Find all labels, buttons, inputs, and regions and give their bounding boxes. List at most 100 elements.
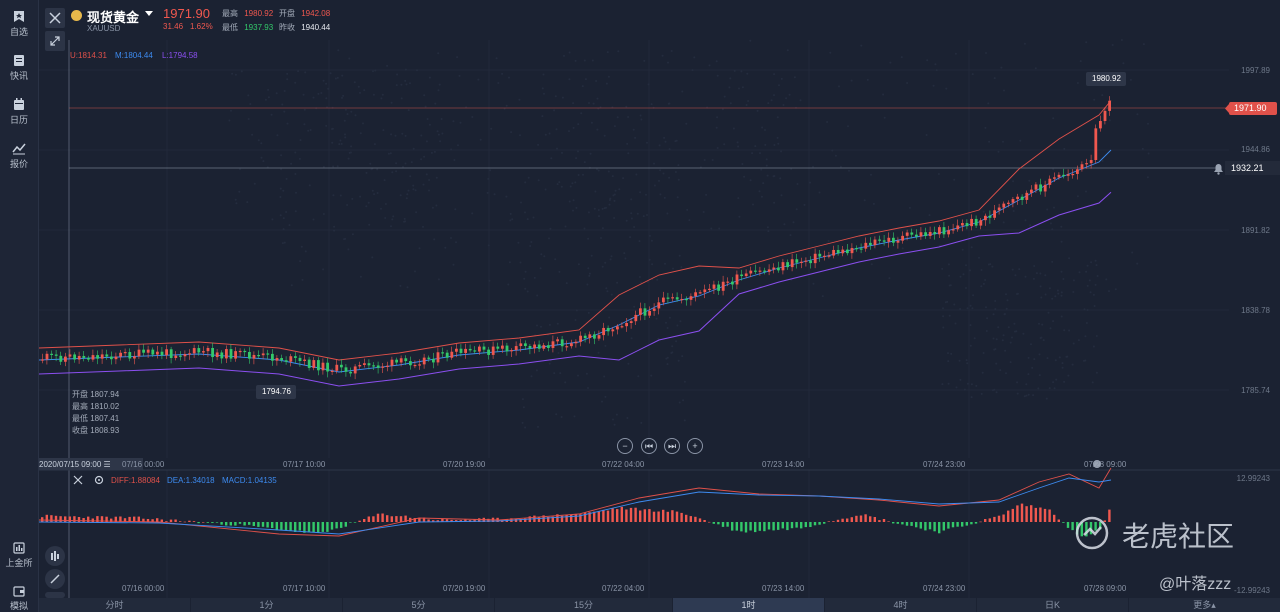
sidebar-item-calendar[interactable]: 日历 [0,98,38,126]
wallet-icon [13,586,25,597]
macd-diff-line [39,467,1112,537]
skip-back-icon: ⏮ [644,441,654,451]
time-axis-label: 07/17 10:00 [283,460,326,469]
pencil-icon [50,574,60,584]
sidebar-item-label: 模拟 [9,601,28,611]
price-axis-label: 1891.82 [1241,226,1270,235]
tab-1min[interactable]: 1分 [191,598,342,612]
tab-15min[interactable]: 15分 [495,598,672,612]
sidebar-item-simulate[interactable]: 模拟 [0,586,38,612]
tab-5min[interactable]: 5分 [343,598,494,612]
macd-diff-label: DIFF:1.88084 [111,476,160,485]
tab-more[interactable]: 更多▴ [1129,598,1280,612]
chart-area: 现货黄金 XAUUSD 1971.90 31.46 1.62% 最高 1980.… [39,0,1280,612]
settings-icon[interactable] [94,475,104,485]
close-indicator-icon[interactable] [73,475,83,485]
price-change: 31.46 [163,22,184,31]
low-stat: 最低 1937.93 [222,23,274,32]
price-axis-label: 1944.86 [1241,145,1270,154]
chevron-down-icon[interactable] [145,11,153,16]
world-map-background [228,39,1150,429]
price-axis-label: 1785.74 [1241,386,1270,395]
macd-axis-top: 12.99243 [1236,474,1270,483]
close-icon [49,12,61,24]
tab-timeshare[interactable]: 分时 [39,598,190,612]
time-axis-label: 07/28 09:00 [1084,460,1127,469]
time-axis-label: 07/16 00:00 [122,460,165,469]
ohlc-low: 最低 1807.41 [72,414,120,423]
exchange-icon [13,542,25,554]
tab-1hour[interactable]: 1时 [673,598,824,612]
star-bookmark-icon [14,11,24,22]
time-axis-label: 07/23 14:00 [762,460,805,469]
skip-forward-icon: ⏭ [667,441,677,451]
alert-price-tag [1225,161,1280,175]
boll-mid-label: M:1804.44 [115,51,153,60]
current-price-tag-text: 1971.90 [1234,103,1267,113]
ohlc-open: 开盘 1807.94 [72,390,120,399]
instrument-symbol: XAUUSD [87,24,121,33]
time-axis-label: 07/22 04:00 [602,584,645,593]
time-axis-label: 07/24 23:00 [923,460,966,469]
zoom-out-button[interactable]: − [617,438,633,454]
watermark-brand: 老虎社区 [1122,521,1235,552]
time-axis-bar [39,458,1280,470]
time-axis-label: 07/17 10:00 [283,584,326,593]
sidebar-item-exchange[interactable]: 上金所 [0,542,38,569]
ohlc-high: 最高 1810.02 [72,402,120,411]
price-axis-label: 1997.89 [1241,66,1270,75]
watermark-user: @叶落zzz [1159,576,1232,593]
menu-icon[interactable]: ☰ [103,460,111,469]
instrument-title[interactable]: 现货黄金 [87,10,140,25]
high-marker-text: 1980.92 [1092,74,1121,83]
high-stat: 最高 1980.92 [222,9,274,18]
calendar-icon [14,98,24,110]
sidebar-item-label: 上金所 [5,558,33,568]
sidebar-item-label: 日历 [9,115,28,125]
macd-value-label: MACD:1.04135 [222,476,277,485]
minus-icon: − [622,441,628,451]
time-axis-label: 07/22 04:00 [602,460,645,469]
tab-4hour[interactable]: 4时 [825,598,976,612]
price-axis-label: 1838.78 [1241,306,1270,315]
boll-upper-line [39,100,1112,361]
left-sidebar: 自选 快讯 日历 报价 上金所 模拟 [0,0,39,612]
tiger-logo-icon [1075,516,1109,550]
last-price: 1971.90 [163,6,210,21]
time-axis-label: 07/16 00:00 [122,584,165,593]
low-marker-text: 1794.76 [262,387,291,396]
scroll-start-button[interactable]: ⏮ [641,438,657,454]
macd-histogram [41,503,1111,537]
time-axis-label: 07/20 19:00 [443,460,486,469]
sidebar-item-watchlist[interactable]: 自选 [0,10,38,38]
sidebar-item-label: 快讯 [9,71,28,81]
macd-dea-line [39,477,1112,535]
sidebar-item-news[interactable]: 快讯 [0,54,38,82]
chart-grid [39,40,1229,598]
expand-chart-button[interactable] [45,31,65,51]
open-stat: 开盘 1942.08 [279,9,331,18]
gold-coin-icon [71,10,82,21]
tab-daily[interactable]: 日K [977,598,1128,612]
macd-axis-bottom: -12.99243 [1233,586,1270,595]
sidebar-item-label: 自选 [9,27,28,37]
ohlc-close: 收盘 1808.93 [72,426,120,435]
candle-tool-icon [51,551,59,561]
sidebar-item-quotes[interactable]: 报价 [0,142,38,170]
sidebar-item-label: 报价 [9,159,28,169]
plus-icon: + [692,441,698,451]
zoom-in-button[interactable]: + [687,438,703,454]
prev-close-stat: 昨收 1940.44 [279,23,331,32]
scroll-end-button[interactable]: ⏭ [664,438,680,454]
high-marker-tag [1086,72,1126,86]
draw-tool-button[interactable] [45,569,65,589]
candlestick-chart[interactable] [39,0,1280,598]
candles [41,96,1111,380]
bell-icon[interactable] [1214,164,1223,175]
news-icon [14,55,24,66]
time-cursor-knob[interactable] [1093,460,1101,468]
close-chart-button[interactable] [45,8,65,28]
indicator-tool-button[interactable] [45,546,65,566]
time-axis-label: 07/20 19:00 [443,584,486,593]
chart-line-icon [12,143,26,155]
